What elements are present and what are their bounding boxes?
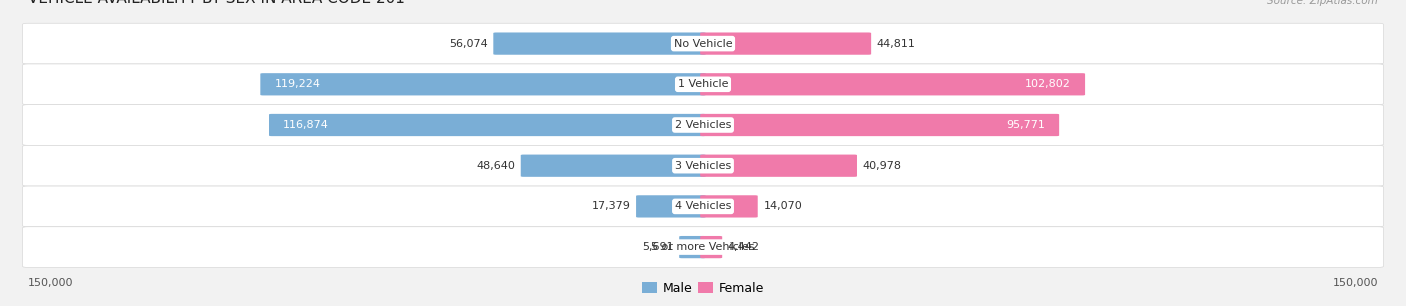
FancyBboxPatch shape — [22, 105, 1384, 145]
FancyBboxPatch shape — [22, 227, 1384, 267]
Text: 56,074: 56,074 — [449, 39, 488, 49]
Text: 44,811: 44,811 — [877, 39, 915, 49]
Text: 1 Vehicle: 1 Vehicle — [678, 79, 728, 89]
Text: 17,379: 17,379 — [592, 201, 630, 211]
FancyBboxPatch shape — [700, 114, 1059, 136]
Text: 116,874: 116,874 — [283, 120, 329, 130]
FancyBboxPatch shape — [494, 32, 706, 55]
Text: No Vehicle: No Vehicle — [673, 39, 733, 49]
FancyBboxPatch shape — [700, 73, 1085, 95]
Text: 2 Vehicles: 2 Vehicles — [675, 120, 731, 130]
FancyBboxPatch shape — [700, 236, 723, 258]
Text: 48,640: 48,640 — [477, 161, 515, 171]
Text: VEHICLE AVAILABILITY BY SEX IN AREA CODE 201: VEHICLE AVAILABILITY BY SEX IN AREA CODE… — [28, 0, 405, 6]
Text: Source: ZipAtlas.com: Source: ZipAtlas.com — [1267, 0, 1378, 6]
Text: 40,978: 40,978 — [863, 161, 901, 171]
FancyBboxPatch shape — [520, 155, 706, 177]
Text: 14,070: 14,070 — [763, 201, 801, 211]
Text: 4,442: 4,442 — [728, 242, 759, 252]
FancyBboxPatch shape — [269, 114, 706, 136]
Text: 150,000: 150,000 — [28, 278, 73, 289]
FancyBboxPatch shape — [700, 155, 858, 177]
Text: 119,224: 119,224 — [274, 79, 321, 89]
FancyBboxPatch shape — [22, 23, 1384, 64]
Legend: Male, Female: Male, Female — [637, 277, 769, 300]
FancyBboxPatch shape — [700, 32, 872, 55]
Text: 5,691: 5,691 — [643, 242, 673, 252]
FancyBboxPatch shape — [679, 236, 706, 258]
FancyBboxPatch shape — [260, 73, 706, 95]
Text: 150,000: 150,000 — [1333, 278, 1378, 289]
FancyBboxPatch shape — [700, 195, 758, 218]
FancyBboxPatch shape — [636, 195, 706, 218]
FancyBboxPatch shape — [22, 64, 1384, 105]
Text: 95,771: 95,771 — [1007, 120, 1045, 130]
Text: 4 Vehicles: 4 Vehicles — [675, 201, 731, 211]
Text: 3 Vehicles: 3 Vehicles — [675, 161, 731, 171]
Text: 5 or more Vehicles: 5 or more Vehicles — [651, 242, 755, 252]
FancyBboxPatch shape — [22, 186, 1384, 227]
FancyBboxPatch shape — [22, 145, 1384, 186]
Text: 102,802: 102,802 — [1025, 79, 1071, 89]
